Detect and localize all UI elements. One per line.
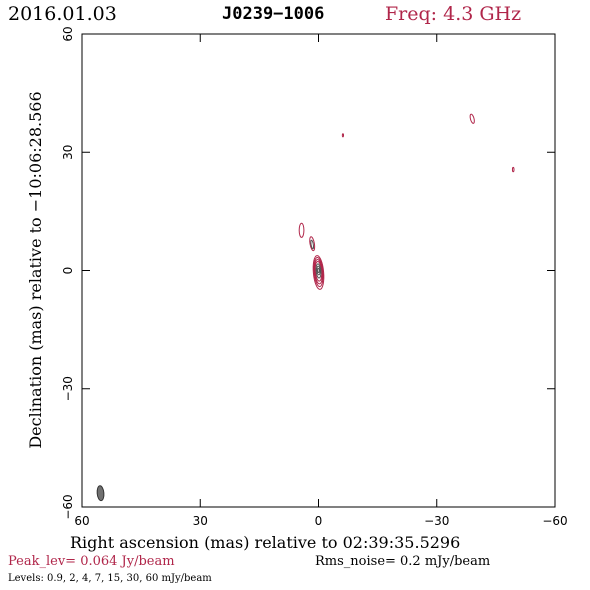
- core-contour: [313, 257, 324, 288]
- y-tick-label: 30: [61, 145, 75, 160]
- contour-levels: Levels: 0.9, 2, 4, 7, 15, 30, 60 mJy/bea…: [8, 573, 212, 584]
- core-contour: [317, 268, 320, 273]
- axis-ticks: [81, 33, 556, 508]
- feature-contour: [469, 113, 475, 124]
- feature-contour: [298, 222, 305, 238]
- plot-frame: [81, 33, 556, 508]
- x-tick-label: 0: [315, 514, 323, 528]
- feature-contour: [511, 166, 515, 173]
- x-tick-label: 60: [74, 514, 89, 528]
- y-tick-label: −30: [61, 376, 75, 401]
- core-contour: [314, 259, 323, 285]
- y-tick-label: 0: [61, 267, 75, 275]
- jet-contour: [310, 239, 315, 250]
- source-name: J0239−1006: [222, 4, 325, 24]
- y-tick-label: −60: [61, 494, 75, 519]
- core-contour: [316, 265, 321, 276]
- contour-layer: [96, 113, 515, 502]
- jet-contour: [309, 236, 316, 252]
- x-tick-label: −60: [542, 514, 567, 528]
- x-tick-label: −30: [424, 514, 449, 528]
- core-contour: [312, 255, 325, 290]
- core-contour: [314, 260, 323, 282]
- x-axis-label: Right ascension (mas) relative to 02:39:…: [70, 533, 461, 552]
- x-tick-label: 30: [193, 514, 208, 528]
- y-axis-label: Declination (mas) relative to −10:06:28.…: [26, 91, 45, 449]
- feature-contour: [341, 133, 345, 138]
- observation-date: 2016.01.03: [8, 3, 117, 25]
- beam-ellipse: [96, 485, 105, 502]
- core-contour: [315, 263, 322, 279]
- y-tick-label: 60: [61, 26, 75, 41]
- rms-noise: Rms_noise= 0.2 mJy/beam: [315, 554, 491, 569]
- frequency-label: Freq: 4.3 GHz: [385, 3, 522, 25]
- peak-level: Peak_lev= 0.064 Jy/beam: [8, 554, 175, 569]
